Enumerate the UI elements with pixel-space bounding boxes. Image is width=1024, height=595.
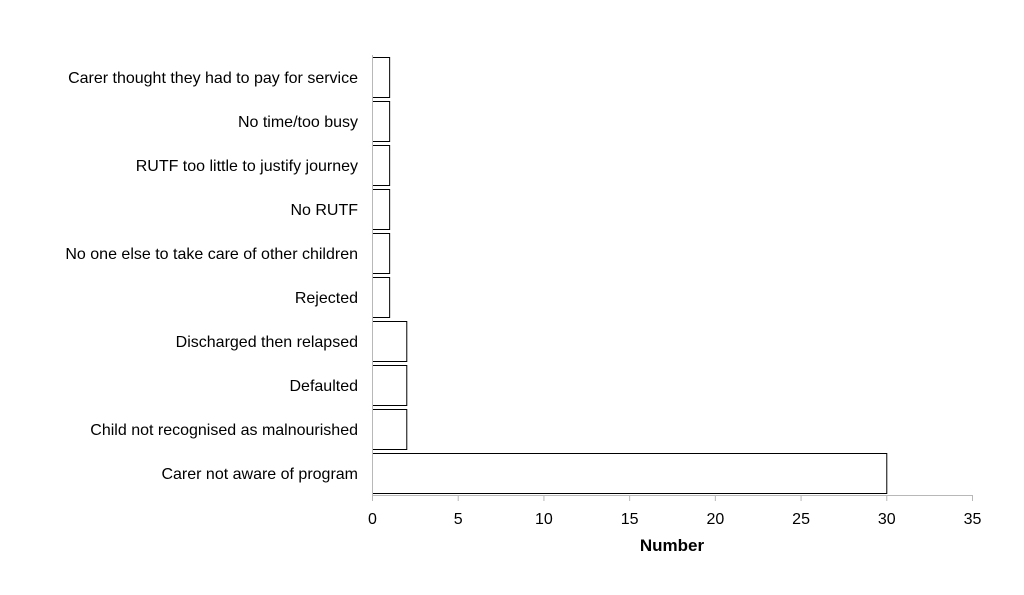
category-label: No RUTF [290, 202, 358, 219]
x-tick-label: 0 [368, 511, 377, 528]
bar-2 [372, 101, 391, 142]
x-tick-label: 35 [964, 511, 982, 528]
bar-7 [372, 321, 408, 362]
x-tick-label: 15 [621, 511, 639, 528]
category-label: No one else to take care of other childr… [65, 246, 358, 263]
x-tick-label: 20 [706, 511, 724, 528]
x-tick-label: 10 [535, 511, 553, 528]
category-label: Carer not aware of program [161, 466, 358, 483]
bar-6 [372, 277, 391, 318]
bars-group [372, 57, 888, 494]
bar-4 [372, 189, 391, 230]
bar-5 [372, 233, 391, 274]
category-label: Carer thought they had to pay for servic… [68, 70, 358, 87]
x-tick-label: 5 [454, 511, 463, 528]
category-label: No time/too busy [238, 114, 358, 131]
bar-9 [372, 409, 408, 450]
category-label: RUTF too little to justify journey [136, 158, 358, 175]
bar-10 [372, 453, 888, 494]
x-tick-label: 30 [878, 511, 896, 528]
x-ticks [372, 495, 973, 501]
x-axis-title: Number [640, 536, 705, 555]
bar-1 [372, 57, 391, 98]
x-tick-label: 25 [792, 511, 810, 528]
category-label: Discharged then relapsed [176, 334, 358, 351]
bar-3 [372, 145, 391, 186]
category-label: Rejected [295, 290, 358, 307]
category-labels: Carer thought they had to pay for servic… [65, 70, 358, 483]
x-tick-labels: 0 5 10 15 20 25 30 35 [368, 511, 981, 528]
category-label: Child not recognised as malnourished [90, 422, 358, 439]
category-label: Defaulted [290, 378, 359, 395]
bar-8 [372, 365, 408, 406]
